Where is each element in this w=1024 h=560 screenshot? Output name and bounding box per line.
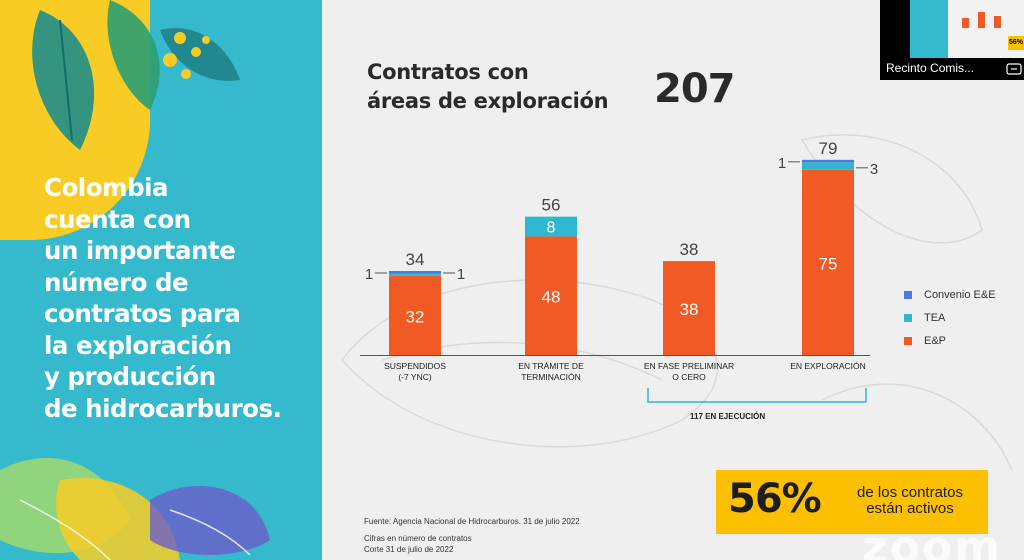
bar-total-label: 34 [406,250,425,269]
headline-line: y producción [44,362,216,391]
source-note: Fuente: Agencia Nacional de Hidrocarburo… [364,517,580,526]
headline-line: cuenta con [44,204,191,234]
category-label: O CERO [672,372,706,382]
active-contracts-callout: 56% de los contratos están activos [716,470,988,534]
tropical-leaves-illustration [0,0,270,560]
thumbnail-bar [978,12,985,28]
left-headline: Colombia cuenta con un importante número… [44,172,314,424]
bar-value-label: 75 [819,254,838,273]
headline-line: un importante [44,236,236,265]
thumbnail-bar [962,18,969,28]
thumbnail-left-panel [910,0,948,58]
participant-name: Recinto Comis... [886,61,975,75]
category-label: EN FASE PRELIMINAR [644,361,734,371]
cutoff-note: Corte 31 de julio de 2022 [364,545,454,554]
chart-title: Contratos con áreas de exploración [367,58,609,116]
legend-swatch [904,313,912,322]
side-value-label: 3 [870,161,878,178]
callout-percent: 56% [728,476,822,522]
stacked-bar-chart: 32 34 SUSPENDIDOS(-7 YNC) 48 8 56 EN TRÁMITE D… [360,139,878,403]
more-options-icon[interactable] [1006,63,1022,75]
bar-segment [389,273,441,276]
legend-label: TEA [924,311,946,324]
headline-line: número de [44,267,189,297]
thumbnail-slide-preview [910,0,1024,58]
legend-swatch [904,290,912,299]
title-line-1: Contratos con [367,60,529,84]
zoom-watermark: zoom [862,522,1002,560]
bar-value-label: 48 [542,288,561,307]
side-value-label: 1 [365,266,373,283]
category-label: EN TRÁMITE DE [518,361,584,371]
bar-value-label: 38 [680,300,699,319]
side-value-label: 1 [457,266,465,283]
participant-video-thumbnail[interactable]: 56% Recinto Comis... [880,0,1024,80]
headline-line: la exploración [44,330,232,360]
category-label: SUSPENDIDOS [384,361,446,371]
bar-segment [663,261,715,355]
bar-segment [525,216,577,237]
thumbnail-badge: 56% [1008,36,1024,50]
category-label: EN EXPLORACIÓN [790,361,866,371]
bar-segment [802,162,854,170]
legend-label: E&P [924,334,947,347]
category-label: TERMINACIÓN [521,372,581,382]
bar-segment [389,271,441,274]
side-value-label: 1 [778,155,786,172]
total-contracts: 207 [654,66,735,112]
left-decorative-panel: Colombia cuenta con un importante número… [0,0,322,560]
thumbnail-bar [994,16,1001,28]
legend-label: Convenio E&E [924,288,996,301]
bracket-label: 117 EN EJECUCIÓN [690,412,766,421]
bar-segment [525,236,577,355]
tea-value-label: 8 [547,220,556,237]
bar-segment [389,275,441,355]
execution-bracket [647,388,867,403]
bar-total-label: 38 [680,240,699,259]
legend-item: E&P [904,329,996,352]
callout-text: de los contratos están activos [857,484,963,517]
legend-swatch [904,336,912,345]
category-label: (-7 YNC) [398,372,432,382]
headline-line: de hidrocarburos. [44,393,282,423]
chart-legend: Convenio E&E TEA E&P [904,283,996,352]
bar-total-label: 79 [819,139,838,158]
figures-note: Cifras en número de contratos [364,534,472,543]
headline-line: contratos para [44,299,241,328]
bar-total-label: 56 [542,196,561,215]
title-line-2: áreas de exploración [367,89,609,113]
legend-item: TEA [904,306,996,329]
legend-item: Convenio E&E [904,283,996,306]
bar-segment [802,159,854,163]
headline-line: Colombia [44,173,169,202]
bar-value-label: 32 [406,307,425,326]
bar-segment [802,169,854,355]
